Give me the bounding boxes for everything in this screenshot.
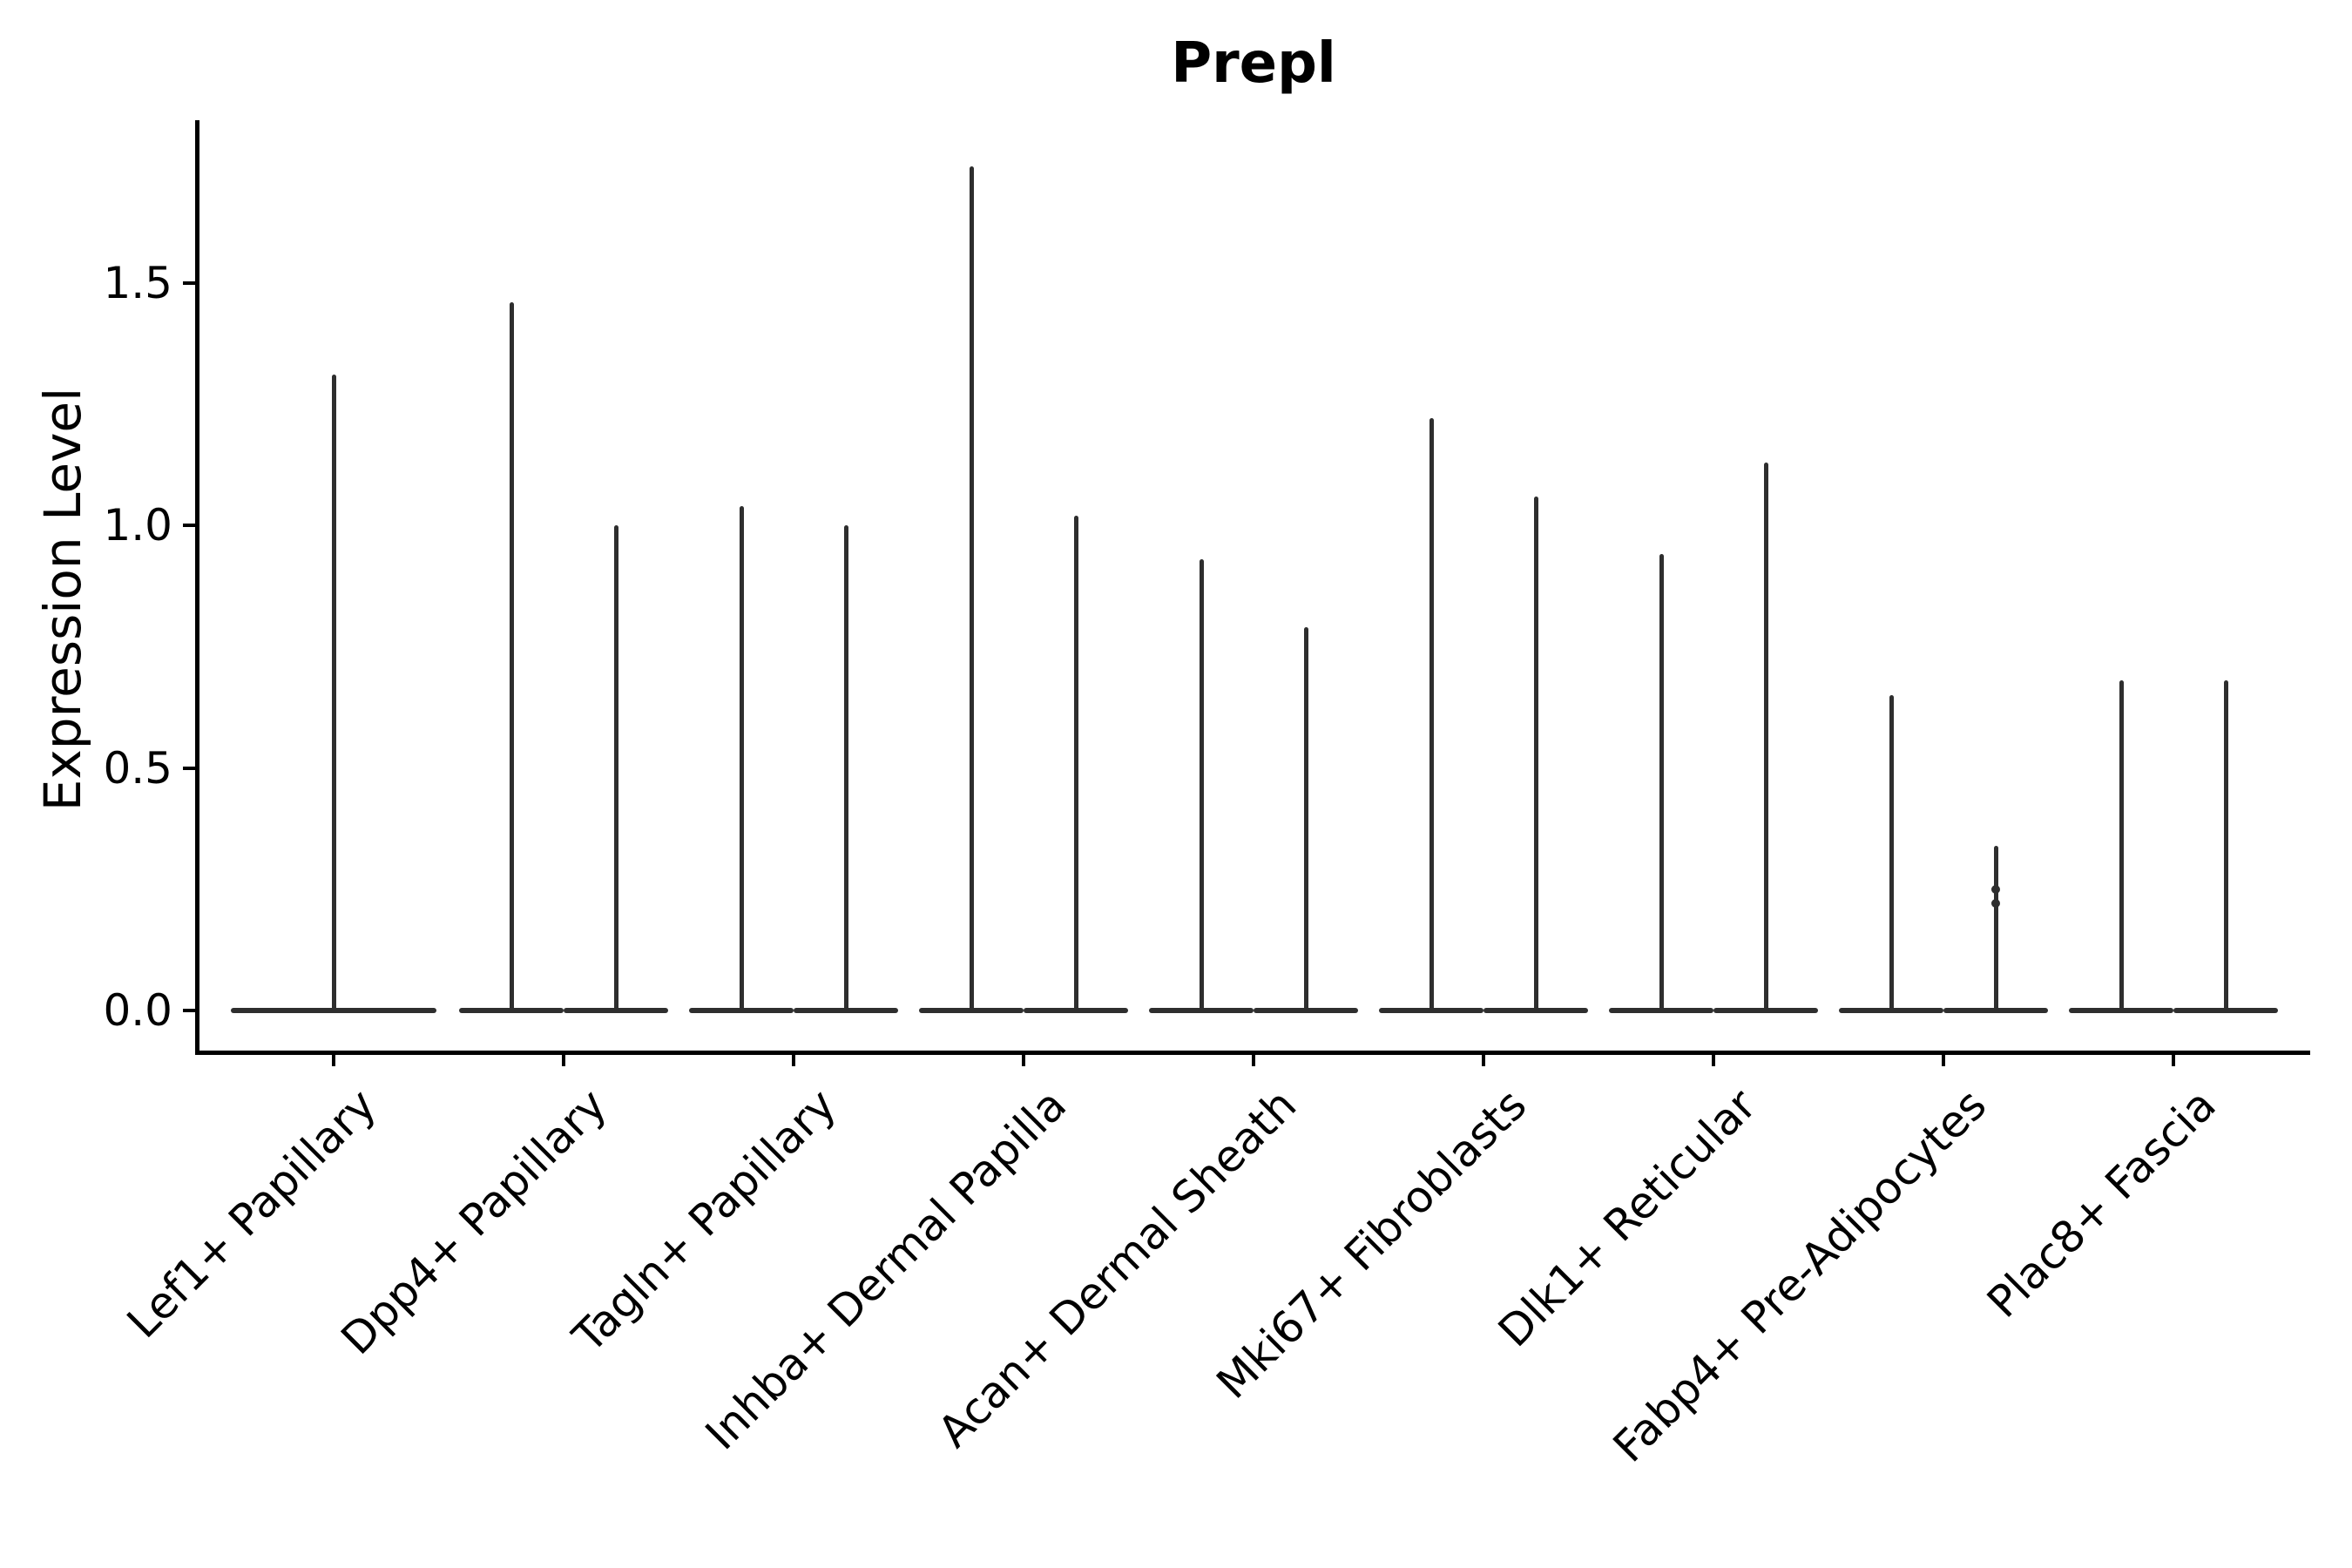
violin-spike [843,525,848,1012]
violin-spike [613,525,618,1012]
violin-spike [1199,558,1204,1012]
violin-spike [2223,680,2228,1012]
violin-spike [1303,626,1308,1012]
y-axis-spine [195,120,199,1055]
x-tick-mark [792,1051,795,1066]
violin-spike [1659,554,1664,1012]
x-tick-mark [562,1051,565,1066]
x-tick-label: Dlk1+ Reticular [1489,1079,1767,1357]
expression-point-dot [1991,884,2000,894]
x-tick-label: Lef1+ Papillary [118,1079,387,1348]
plot-title: Prepl [1171,31,1336,96]
x-tick-label: Plac8+ Fascia [1977,1079,2227,1328]
x-tick-mark [1252,1051,1255,1066]
y-tick-label: 0.0 [103,985,172,1036]
violin-spike [1889,694,1894,1012]
expression-point-dot [1991,899,2000,909]
x-tick-mark [1482,1051,1485,1066]
violin-spike [509,301,514,1012]
x-tick-mark [1942,1051,1945,1066]
y-tick-mark [183,1009,197,1012]
violin-spike [1533,496,1538,1012]
y-tick-label: 0.5 [103,742,172,794]
x-tick-mark [1022,1051,1025,1066]
violin-spike [1763,462,1768,1012]
x-tick-mark [2172,1051,2175,1066]
y-tick-mark [183,524,197,527]
y-tick-mark [183,766,197,770]
violin-spike [331,375,336,1012]
violin-spike [2119,680,2124,1012]
y-tick-label: 1.5 [103,257,172,308]
x-tick-mark [1712,1051,1715,1066]
violin-spike [1993,845,1998,1012]
violin-spike [1429,418,1434,1012]
violin-spike [739,505,744,1012]
y-tick-mark [183,280,197,285]
x-tick-label: Fabp4+ Pre-Adipocytes [1603,1079,1997,1472]
y-tick-label: 1.0 [103,500,172,551]
x-tick-mark [332,1051,335,1066]
violin-spike [969,166,974,1012]
violin-spike [1073,515,1078,1012]
